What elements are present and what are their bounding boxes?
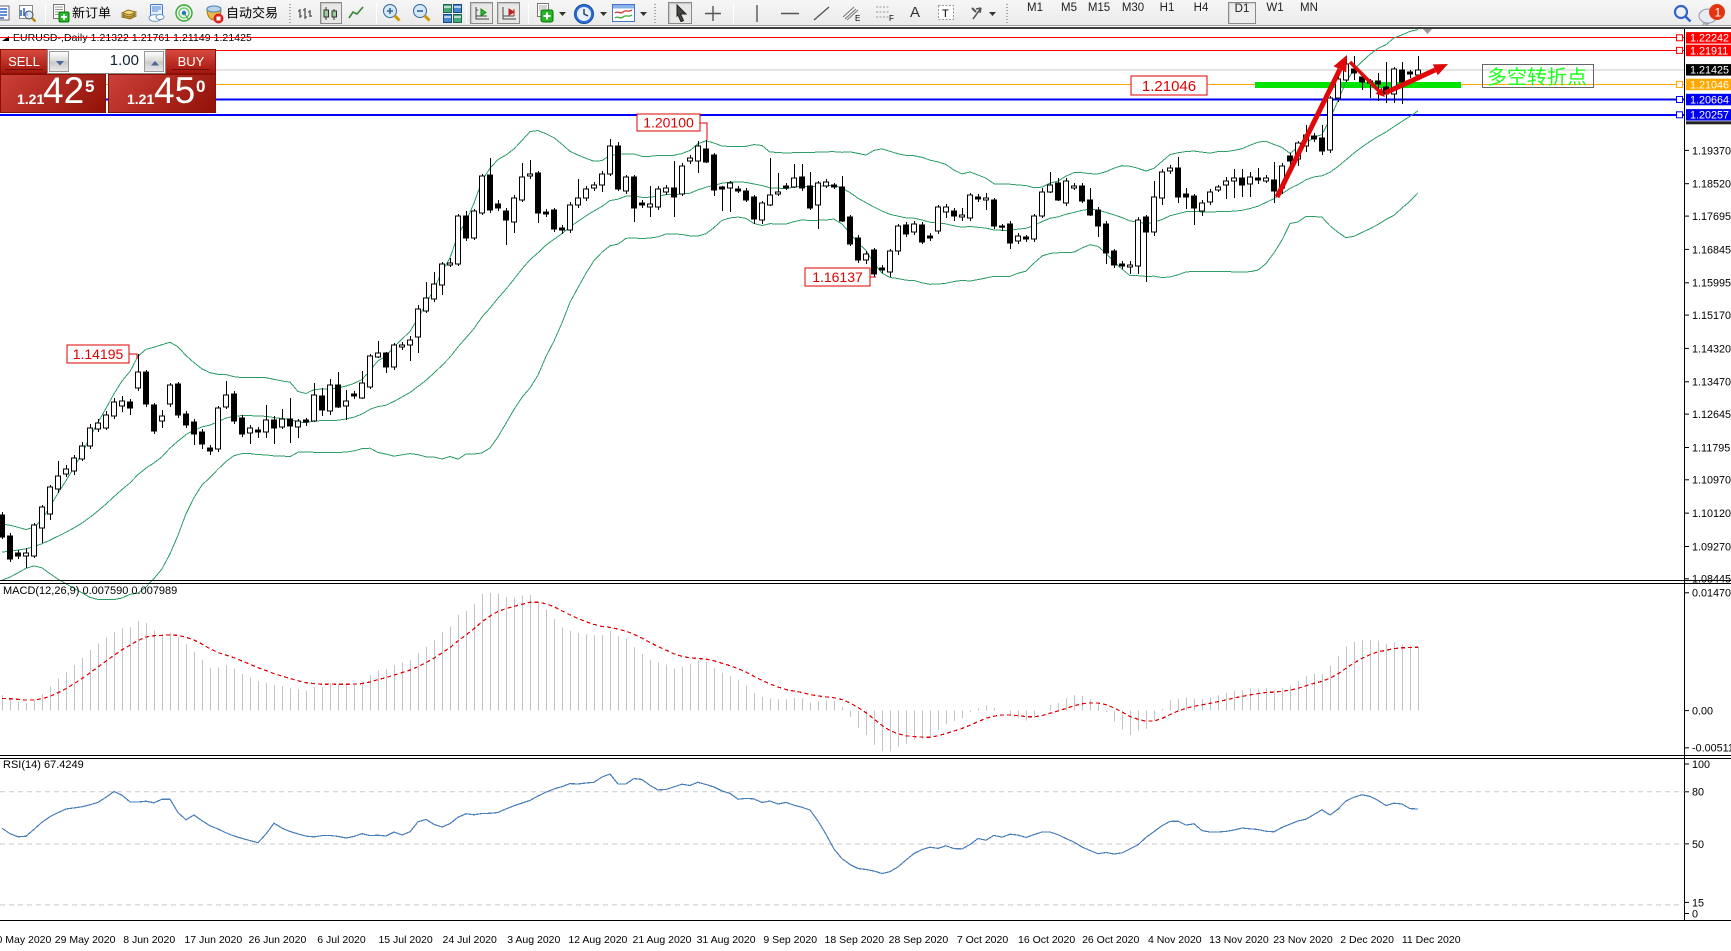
svg-text:20 May 2020: 20 May 2020 — [0, 934, 52, 946]
svg-text:1.19370: 1.19370 — [1692, 145, 1731, 157]
svg-text:18 Sep 2020: 18 Sep 2020 — [825, 934, 885, 946]
svg-text:RSI(14) 67.4249: RSI(14) 67.4249 — [3, 759, 84, 771]
svg-text:13 Nov 2020: 13 Nov 2020 — [1209, 934, 1269, 946]
svg-text:31 Aug 2020: 31 Aug 2020 — [697, 934, 756, 946]
svg-text:4 Nov 2020: 4 Nov 2020 — [1148, 934, 1202, 946]
svg-text:29 May 2020: 29 May 2020 — [55, 934, 116, 946]
svg-text:1.16845: 1.16845 — [1692, 244, 1731, 256]
svg-text:100: 100 — [1692, 759, 1710, 771]
svg-text:1.08445: 1.08445 — [1692, 574, 1731, 586]
svg-text:15: 15 — [1692, 897, 1704, 909]
svg-text:1.21425: 1.21425 — [1690, 65, 1729, 77]
svg-text:1.21911: 1.21911 — [1690, 45, 1728, 57]
svg-text:1.15170: 1.15170 — [1692, 310, 1731, 322]
svg-text:0: 0 — [1692, 908, 1698, 920]
svg-text:1.10120: 1.10120 — [1692, 508, 1731, 520]
svg-text:1.21046: 1.21046 — [1142, 78, 1196, 95]
svg-text:-0.005113: -0.005113 — [1692, 743, 1731, 755]
svg-text:1.09270: 1.09270 — [1692, 541, 1731, 553]
svg-text:26 Jun 2020: 26 Jun 2020 — [248, 934, 306, 946]
svg-text:1.12645: 1.12645 — [1692, 409, 1731, 421]
svg-text:1.14320: 1.14320 — [1692, 343, 1731, 355]
svg-text:7 Oct 2020: 7 Oct 2020 — [957, 934, 1009, 946]
svg-text:T: T — [942, 8, 949, 20]
svg-text:1.13470: 1.13470 — [1692, 377, 1731, 389]
svg-text:EURUSD-,Daily 1.21322 1.21761: EURUSD-,Daily 1.21322 1.21761 1.21149 1.… — [13, 33, 252, 44]
svg-text:28 Sep 2020: 28 Sep 2020 — [889, 934, 949, 946]
svg-text:E: E — [855, 14, 860, 22]
svg-text:26 Oct 2020: 26 Oct 2020 — [1082, 934, 1139, 946]
svg-text:1.20257: 1.20257 — [1690, 110, 1729, 122]
svg-text:9 Sep 2020: 9 Sep 2020 — [763, 934, 817, 946]
svg-text:1.20100: 1.20100 — [643, 115, 694, 131]
svg-text:21 Aug 2020: 21 Aug 2020 — [633, 934, 692, 946]
svg-text:15 Jul 2020: 15 Jul 2020 — [378, 934, 432, 946]
svg-text:2 Dec 2020: 2 Dec 2020 — [1340, 934, 1394, 946]
svg-text:0.014706: 0.014706 — [1692, 588, 1731, 600]
svg-text:6 Jul 2020: 6 Jul 2020 — [317, 934, 366, 946]
svg-text:1.16137: 1.16137 — [812, 269, 863, 285]
svg-text:0.00: 0.00 — [1692, 706, 1713, 718]
svg-text:1.14195: 1.14195 — [73, 346, 124, 362]
svg-text:11 Dec 2020: 11 Dec 2020 — [1402, 934, 1461, 946]
svg-text:24 Jul 2020: 24 Jul 2020 — [443, 934, 497, 946]
svg-text:1.21046: 1.21046 — [1690, 79, 1729, 91]
svg-text:3 Aug 2020: 3 Aug 2020 — [507, 934, 560, 946]
svg-text:12 Aug 2020: 12 Aug 2020 — [568, 934, 627, 946]
svg-text:8 Jun 2020: 8 Jun 2020 — [123, 934, 175, 946]
svg-text:MACD(12,26,9) 0.007590 0.00798: MACD(12,26,9) 0.007590 0.007989 — [3, 585, 177, 597]
svg-text:1.22242: 1.22242 — [1690, 33, 1729, 45]
svg-text:50: 50 — [1692, 839, 1704, 851]
svg-text:1.20664: 1.20664 — [1690, 94, 1729, 106]
svg-text:F: F — [889, 14, 894, 22]
svg-text:1.18520: 1.18520 — [1692, 179, 1731, 191]
svg-text:16 Oct 2020: 16 Oct 2020 — [1018, 934, 1075, 946]
svg-text:1.10970: 1.10970 — [1692, 475, 1731, 487]
svg-text:17 Jun 2020: 17 Jun 2020 — [184, 934, 242, 946]
svg-text:1.11795: 1.11795 — [1692, 442, 1730, 454]
svg-text:23 Nov 2020: 23 Nov 2020 — [1273, 934, 1333, 946]
svg-text:1.15995: 1.15995 — [1692, 278, 1731, 290]
svg-text:80: 80 — [1692, 787, 1704, 799]
svg-text:1.17695: 1.17695 — [1692, 211, 1731, 223]
svg-text:1: 1 — [1715, 6, 1722, 20]
